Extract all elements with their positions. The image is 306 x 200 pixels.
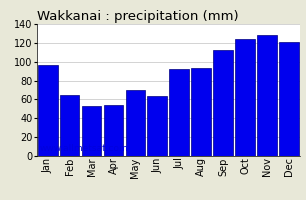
Bar [279, 42, 299, 156]
Bar [191, 68, 211, 156]
Bar [147, 96, 167, 156]
Bar [38, 65, 58, 156]
Bar [104, 105, 123, 156]
Bar [82, 106, 101, 156]
Bar [257, 35, 277, 156]
Bar [213, 50, 233, 156]
Text: www.allmetsat.com: www.allmetsat.com [39, 144, 128, 153]
Bar [170, 69, 189, 156]
Bar [125, 90, 145, 156]
Bar [235, 39, 255, 156]
Text: Wakkanai : precipitation (mm): Wakkanai : precipitation (mm) [37, 10, 238, 23]
Bar [60, 95, 80, 156]
